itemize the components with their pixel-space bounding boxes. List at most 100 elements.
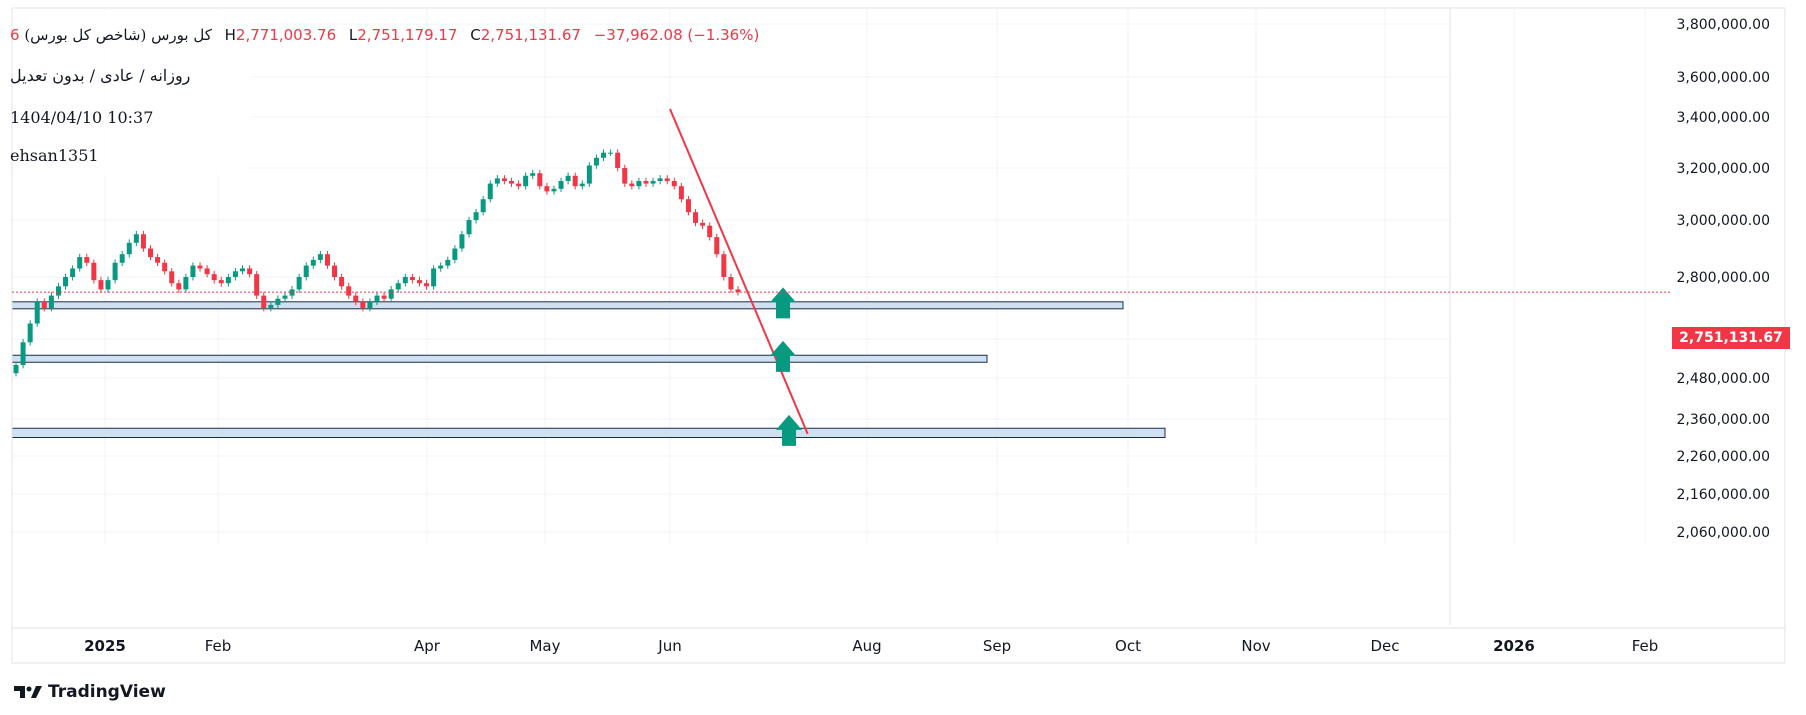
candle — [494, 175, 500, 187]
interval-label: روزانه / عادی / بدون تعدیل — [10, 66, 191, 85]
candle — [480, 195, 486, 216]
trend-line-layer[interactable] — [669, 108, 809, 435]
candle — [147, 245, 153, 261]
candle — [20, 338, 26, 369]
candle — [516, 180, 522, 190]
candle — [254, 270, 260, 299]
candle — [48, 292, 54, 312]
candle — [176, 279, 182, 293]
candle — [459, 230, 465, 252]
candle — [261, 292, 267, 312]
candle — [98, 276, 104, 293]
y-tick-label: 3,600,000.00 — [1676, 70, 1770, 86]
candle — [629, 180, 635, 190]
y-tick-label: 3,400,000.00 — [1676, 110, 1770, 126]
candle — [544, 182, 550, 195]
candle — [735, 285, 741, 296]
author-name: ehsan1351 — [10, 146, 99, 165]
candle — [140, 230, 146, 252]
last-price-tag: 2,751,131.67 — [1672, 327, 1790, 349]
candle — [728, 273, 734, 293]
x-tick-label: 2026 — [1493, 637, 1535, 655]
candle — [671, 177, 677, 190]
x-tick-label: Feb — [1632, 637, 1659, 655]
candle — [381, 292, 387, 303]
change-value: −37,962.08 (−1.36%) — [593, 26, 760, 44]
candle — [438, 262, 444, 272]
support-zones[interactable] — [11, 301, 1166, 438]
candle — [523, 172, 529, 190]
y-tick-label: 2,800,000.00 — [1676, 270, 1770, 286]
candle — [247, 265, 253, 278]
candle — [424, 279, 430, 290]
candle — [339, 273, 345, 290]
candle — [445, 256, 451, 269]
candle — [678, 182, 684, 203]
candle — [211, 270, 217, 284]
candle — [360, 298, 366, 312]
candle — [324, 250, 330, 269]
candle — [657, 175, 663, 185]
candle — [204, 265, 210, 278]
close-value: 2,751,131.67 — [480, 26, 581, 44]
support-zone — [11, 301, 1124, 310]
candle — [303, 262, 309, 281]
candle — [332, 262, 338, 281]
candle — [565, 172, 571, 185]
tradingview-logo-icon — [14, 686, 42, 698]
candle — [608, 149, 614, 157]
candle — [714, 233, 720, 258]
candle — [63, 273, 69, 290]
x-tick-label: Nov — [1241, 637, 1270, 655]
candle — [622, 164, 628, 187]
candle — [55, 282, 61, 299]
low-value: 2,751,179.17 — [357, 26, 458, 44]
candle — [91, 259, 97, 284]
candle — [374, 292, 380, 306]
y-tick-label: 2,480,000.00 — [1676, 371, 1770, 387]
symbol-label[interactable]: کل بورس (شاخص کل بورس) — [24, 26, 212, 44]
candle — [232, 268, 238, 281]
plot-frame — [11, 7, 1786, 664]
candle — [508, 177, 514, 187]
candle — [409, 273, 415, 284]
candle — [268, 301, 274, 312]
ohlc-legend: کل بورس (شاخص کل بورس) 6 H2,771,003.76 L… — [10, 26, 759, 44]
high-key: H — [224, 26, 236, 44]
candle — [636, 177, 642, 190]
candle — [77, 253, 83, 272]
candle — [275, 295, 281, 309]
y-tick-label: 3,800,000.00 — [1676, 17, 1770, 33]
candle — [558, 177, 564, 193]
low-key: L — [348, 26, 358, 44]
candle — [586, 162, 592, 187]
candles — [13, 149, 741, 377]
candle — [112, 259, 118, 284]
candle — [487, 180, 493, 203]
x-tick-label: May — [529, 637, 560, 655]
candle — [452, 245, 458, 264]
candle — [721, 250, 727, 281]
candle — [537, 169, 543, 190]
open-value: 6 — [10, 26, 20, 44]
legend-backdrop — [0, 10, 250, 175]
brand[interactable]: TradingView — [14, 682, 166, 702]
candle — [34, 298, 40, 327]
candle — [579, 180, 585, 190]
x-tick-label: Jun — [657, 637, 681, 655]
high-value: 2,771,003.76 — [235, 26, 337, 44]
y-tick-label: 3,000,000.00 — [1676, 213, 1770, 229]
candle — [183, 273, 189, 293]
arrows-layer — [770, 287, 802, 446]
candle — [240, 265, 246, 275]
candle — [162, 259, 168, 275]
candle — [225, 273, 231, 287]
y-tick-label: 2,060,000.00 — [1676, 525, 1770, 541]
candle — [572, 172, 578, 190]
y-tick-label: 2,160,000.00 — [1676, 487, 1770, 503]
candle — [169, 268, 175, 287]
candle — [700, 219, 706, 230]
candle — [615, 149, 621, 172]
support-zone — [11, 427, 1166, 438]
